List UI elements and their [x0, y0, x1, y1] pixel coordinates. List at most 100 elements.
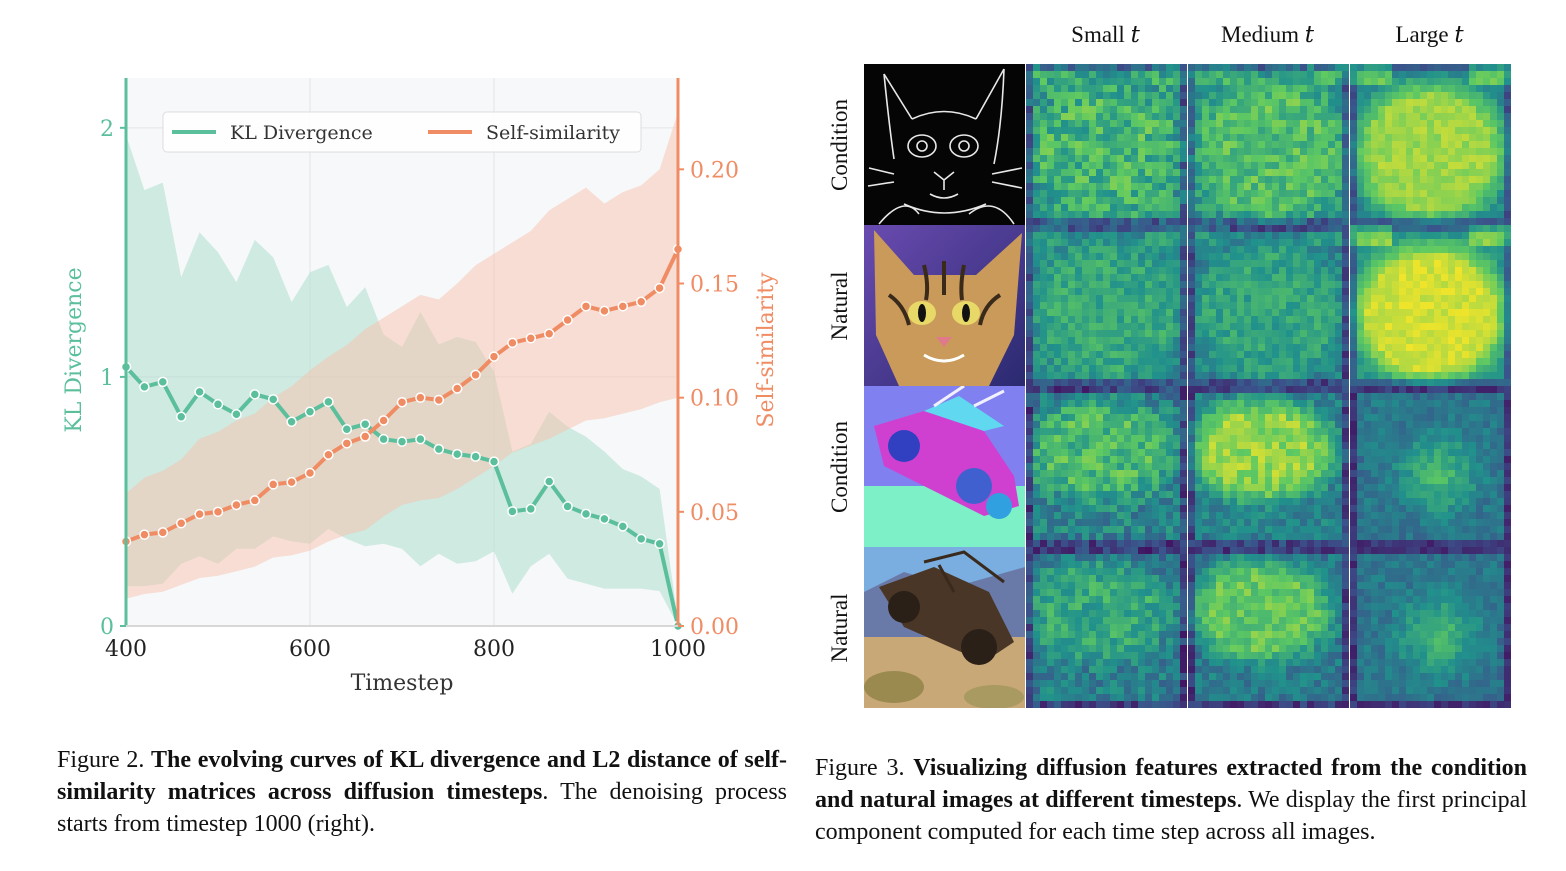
- t-symbol: t: [1454, 22, 1464, 48]
- figure-2-description: . The denoising process starts from time…: [57, 779, 787, 837]
- kl-point: [139, 381, 150, 393]
- feature-map-heatmap: [1026, 225, 1187, 386]
- ss-std-band: [126, 112, 678, 599]
- ss-point: [507, 337, 518, 349]
- ss-point: [341, 438, 353, 449]
- feature-map-cat-natural-small-t: [1026, 225, 1187, 386]
- figure-3-caption: Figure 3. Visualizing diffusion features…: [815, 752, 1527, 848]
- std-bands: [126, 112, 678, 627]
- y-right-tick-label: 0.00: [690, 615, 739, 640]
- ss-point: [543, 328, 555, 339]
- ss-point: [488, 351, 500, 362]
- legend-kl-label: KL Divergence: [230, 122, 373, 144]
- ss-point: [157, 527, 169, 538]
- ss-point: [599, 305, 610, 317]
- figure-3-description: . We display the first principal compone…: [815, 787, 1527, 845]
- kl-point: [433, 443, 445, 455]
- ss-point: [231, 499, 242, 511]
- ss-point: [304, 467, 316, 479]
- feature-map-cat-natural-large-t: [1350, 225, 1511, 386]
- ss-point: [451, 383, 463, 394]
- ss-point: [580, 301, 592, 312]
- kl-point: [617, 521, 629, 532]
- feature-map-cat-natural-medium-t: [1188, 225, 1349, 386]
- y-right-tick-label: 0.05: [690, 501, 739, 526]
- feature-map-heatmap: [1350, 547, 1511, 708]
- feature-map-heatmap: [1188, 547, 1349, 708]
- kl-point: [286, 416, 297, 427]
- ss-point: [378, 415, 389, 426]
- kl-point: [470, 451, 481, 462]
- feature-map-heatmap: [1026, 64, 1187, 225]
- feature-map-heatmap: [1350, 386, 1511, 547]
- figure-3-title: Visualizing diffusion features extracted…: [815, 755, 1527, 813]
- feature-map-cat-condition-large-t: [1350, 64, 1511, 225]
- feature-map-truck-condition-large-t: [1350, 386, 1511, 547]
- y-right-tick-label: 0.20: [690, 158, 739, 183]
- ss-point: [654, 282, 665, 294]
- row-label-text: Condition: [827, 420, 852, 513]
- feature-map-heatmap: [1188, 386, 1349, 547]
- x-axis-label: Timestep: [351, 671, 454, 696]
- row-label-text: Natural: [827, 593, 852, 662]
- y-axis-right-label: Self-similarity: [754, 272, 779, 428]
- kl-point: [654, 538, 665, 550]
- kl-point: [525, 503, 537, 515]
- y-axis-left-label: KL Divergence: [62, 267, 87, 432]
- kl-point: [378, 433, 389, 445]
- x-tick-label: 400: [105, 637, 147, 662]
- cat-edge-condition-image: [864, 64, 1025, 225]
- row-label-condition-cat: Condition: [820, 64, 860, 225]
- kl-point: [451, 448, 463, 460]
- feature-map-heatmap: [1188, 64, 1349, 225]
- figure-2-title: The evolving curves of KL divergence and…: [57, 747, 788, 805]
- row-label-condition-truck: Condition: [820, 386, 860, 547]
- feature-map-heatmap: [1350, 64, 1511, 225]
- feature-map-heatmap: [1026, 547, 1187, 708]
- ss-point: [286, 476, 297, 488]
- column-header-large: Large t: [1349, 22, 1510, 48]
- column-header-small: Small t: [1025, 22, 1186, 48]
- ss-point: [433, 394, 445, 406]
- figure-2-label: Figure 2.: [57, 747, 145, 773]
- ss-point: [194, 508, 205, 520]
- legend-ss-label: Self-similarity: [486, 122, 620, 144]
- kl-point: [488, 456, 500, 467]
- feature-map-truck-natural-small-t: [1026, 547, 1187, 708]
- kl-point: [212, 399, 224, 410]
- kl-point: [599, 513, 610, 525]
- column-header-medium: Medium t: [1187, 22, 1348, 48]
- ss-point: [415, 392, 426, 403]
- kl-point: [396, 436, 408, 447]
- y-right-tick-label: 0.15: [690, 273, 739, 298]
- truck-natural-image: [864, 547, 1025, 708]
- column-header-large-text: Large: [1395, 22, 1449, 47]
- feature-map-cat-condition-medium-t: [1188, 64, 1349, 225]
- ss-point: [396, 396, 408, 408]
- chart-legend: KL Divergence Self-similarity: [162, 111, 642, 153]
- ss-point: [470, 369, 481, 381]
- y-right-tick-label: 0.10: [690, 387, 739, 412]
- feature-map-truck-natural-medium-t: [1188, 547, 1349, 708]
- tick-labels: 400 600 800 1000 0 1 2 0.00 0.05 0.10 0.15 0.20: [100, 117, 739, 662]
- feature-map-heatmap: [1350, 225, 1511, 386]
- t-symbol: t: [1130, 22, 1140, 48]
- x-tick-label: 600: [289, 637, 331, 662]
- legend-box: [162, 111, 642, 153]
- figure-3-label: Figure 3.: [815, 755, 905, 781]
- feature-map-truck-condition-medium-t: [1188, 386, 1349, 547]
- kl-point: [194, 386, 205, 398]
- ss-point: [175, 518, 187, 529]
- column-header-small-text: Small: [1071, 22, 1125, 47]
- t-symbol: t: [1304, 22, 1314, 48]
- ss-point: [212, 506, 224, 518]
- kl-point: [415, 433, 426, 445]
- ss-point: [323, 449, 334, 460]
- kl-point: [580, 508, 592, 520]
- kl-point: [323, 396, 334, 408]
- ss-point: [635, 296, 647, 308]
- row-label-text: Condition: [827, 98, 852, 191]
- kl-point: [249, 389, 261, 400]
- ss-point: [562, 314, 573, 326]
- kl-point: [635, 533, 647, 545]
